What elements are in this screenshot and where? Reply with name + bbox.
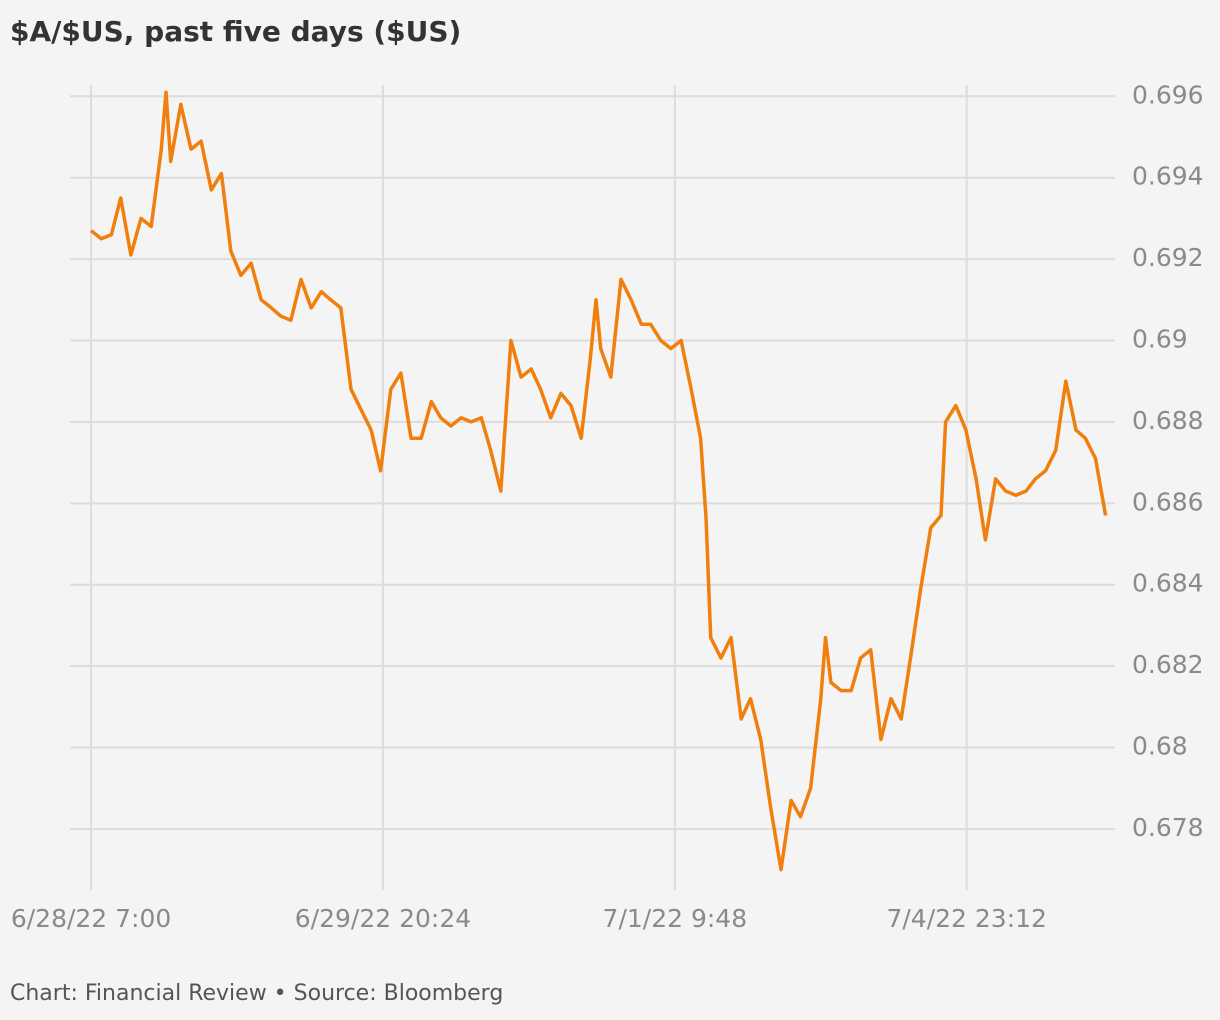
source-note: Chart: Financial Review • Source: Bloomb…: [10, 981, 503, 1006]
y-tick-label: 0.68: [1132, 732, 1188, 761]
chart-title: $A/$US, past five days ($US): [10, 15, 461, 48]
y-tick-label: 0.682: [1132, 650, 1204, 679]
y-tick-label: 0.692: [1132, 243, 1204, 272]
y-tick-label: 0.686: [1132, 487, 1204, 516]
price-line: [90, 90, 1108, 872]
x-tick-label: 6/28/22 7:00: [11, 904, 171, 933]
x-tick-label: 6/29/22 20:24: [295, 904, 471, 933]
y-tick-label: 0.69: [1132, 325, 1188, 354]
x-tick-label: 7/4/22 23:12: [886, 904, 1046, 933]
y-tick-label: 0.678: [1132, 813, 1204, 842]
y-tick-label: 0.694: [1132, 162, 1204, 191]
x-tick-label: 7/1/22 9:48: [603, 904, 748, 933]
y-tick-label: 0.696: [1132, 80, 1204, 109]
y-tick-label: 0.688: [1132, 406, 1204, 435]
y-tick-label: 0.684: [1132, 569, 1204, 598]
